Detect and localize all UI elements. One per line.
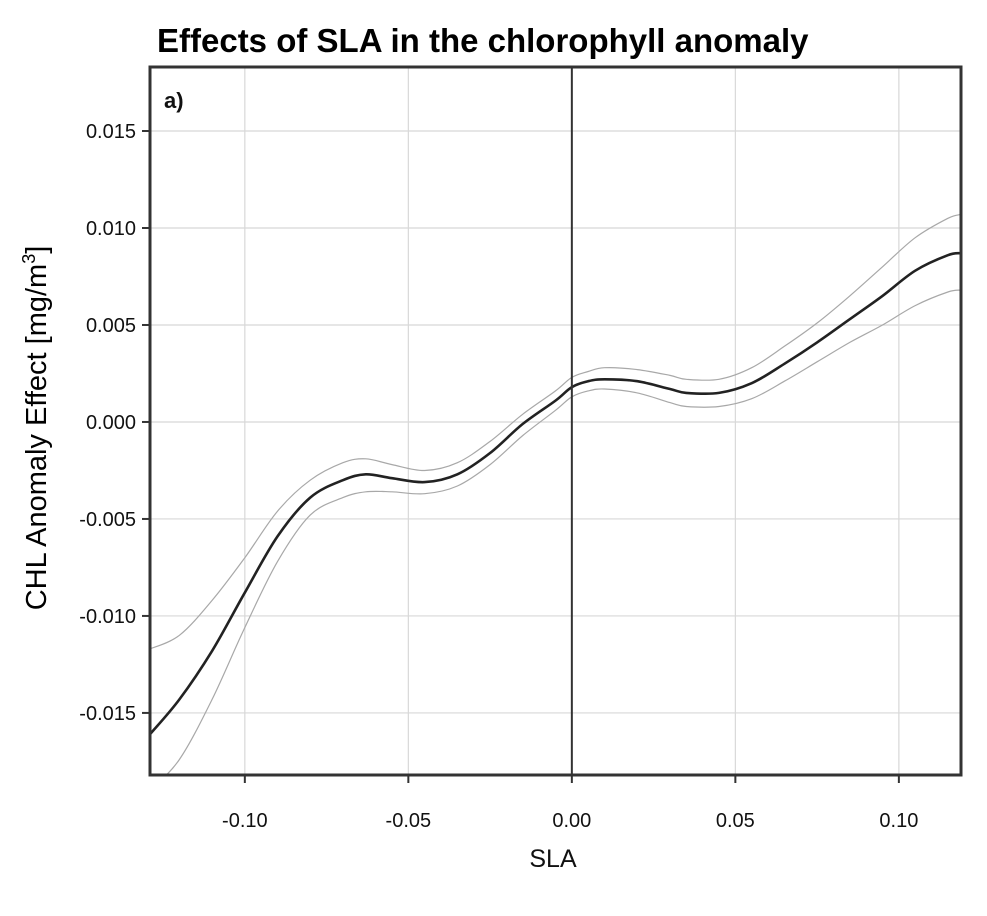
y-axis-label-end: ] <box>21 246 53 254</box>
chart-title: Effects of SLA in the chlorophyll anomal… <box>157 22 809 59</box>
x-axis-ticks: -0.10 -0.05 0.00 0.05 0.10 <box>222 775 918 832</box>
y-tick-label: -0.015 <box>79 703 136 725</box>
y-axis-label-main: CHL Anomaly Effect [mg/m <box>21 264 53 611</box>
y-tick-label: -0.010 <box>79 606 136 628</box>
series-layer <box>150 213 961 775</box>
grid-layer <box>150 67 961 775</box>
panel-label: a) <box>164 88 184 113</box>
y-tick-label: 0.005 <box>86 315 136 337</box>
upper-ci-line <box>150 213 961 650</box>
x-tick-label: -0.05 <box>386 810 432 832</box>
y-tick-label: 0.015 <box>86 121 136 143</box>
y-axis-label-superscript: 3 <box>19 254 39 264</box>
x-tick-label: 0.00 <box>552 810 591 832</box>
y-axis-label: CHL Anomaly Effect [mg/m3] <box>19 246 53 611</box>
x-tick-label: 0.05 <box>716 810 755 832</box>
y-axis-ticks: -0.015 -0.010 -0.005 0.000 0.005 0.010 0.015 <box>79 121 150 725</box>
x-axis-label: SLA <box>529 845 577 873</box>
y-tick-label: 0.000 <box>86 412 136 434</box>
plot-frame <box>148 65 963 777</box>
y-tick-label: -0.005 <box>79 509 136 531</box>
y-tick-label: 0.010 <box>86 218 136 240</box>
x-tick-label: 0.10 <box>879 810 918 832</box>
x-tick-label: -0.10 <box>222 810 268 832</box>
lower-ci-line <box>165 289 961 775</box>
